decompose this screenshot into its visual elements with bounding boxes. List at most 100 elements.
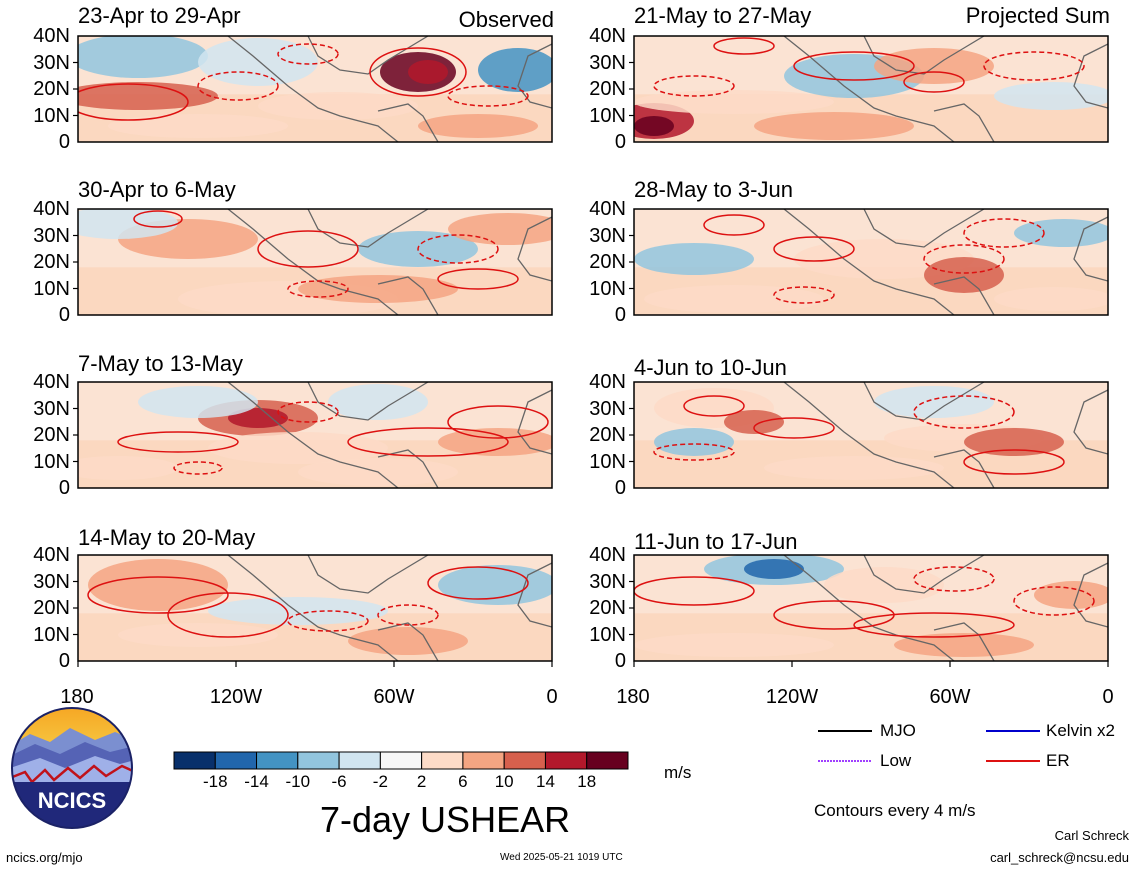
lat-label: 0 [614, 304, 626, 326]
colorbar-unit: m/s [664, 763, 692, 782]
map-panel-R0 [634, 36, 1108, 142]
colorbar-tick: 2 [416, 772, 427, 791]
lat-label: 20N [589, 597, 626, 619]
lat-label: 0 [58, 131, 70, 153]
panel-title-proj-3: 4-Jun to 10-Jun [634, 355, 787, 380]
map-panel-L2 [78, 382, 552, 488]
colorbar-segment [544, 751, 588, 770]
colorbar-tick: -18 [202, 772, 228, 791]
legend-low-label: Low [880, 751, 912, 770]
panel-title-proj-1: 21-May to 27-May [634, 3, 812, 28]
lat-label: 0 [614, 477, 626, 499]
line-legend [818, 730, 1040, 762]
lat-label: 40N [589, 25, 626, 47]
colorbar-tick: 6 [458, 772, 468, 791]
panel-title-obs-3: 7-May to 13-May [78, 351, 244, 376]
lat-label: 10N [33, 277, 70, 300]
lat-label: 30N [33, 224, 70, 247]
lat-label: 20N [33, 424, 70, 446]
colorbar-tick: -2 [372, 772, 388, 791]
observed-header: Observed [458, 7, 554, 32]
footer-email: carl_schreck@ncsu.edu [990, 850, 1129, 865]
lat-label: 30N [33, 570, 70, 593]
panel-title-proj-2: 28-May to 3-Jun [634, 177, 793, 202]
lon-label-left-180: 180 [60, 686, 94, 708]
panel-title-obs-1: 23-Apr to 29-Apr [78, 3, 241, 28]
map-panel-L0 [78, 36, 552, 142]
logo-text: NCICS [38, 788, 106, 813]
lat-label: 20N [33, 251, 70, 273]
lon-label-left-120w: 120W [209, 686, 263, 708]
colorbar-tick: 18 [577, 772, 597, 791]
lat-label: 30N [589, 397, 626, 420]
lat-label: 20N [589, 424, 626, 446]
lat-label: 30N [33, 51, 70, 74]
contour-note: Contours every 4 m/s [814, 801, 976, 820]
lat-label: 20N [589, 251, 626, 273]
lat-label: 10N [589, 623, 626, 646]
legend-er-label: ER [1046, 751, 1070, 770]
lat-label: 20N [589, 78, 626, 100]
lat-label: 40N [33, 198, 70, 220]
lat-label: 40N [33, 544, 70, 566]
lat-label: 30N [589, 224, 626, 247]
lon-label-left-60w: 60W [373, 686, 415, 708]
colorbar-segment [586, 751, 629, 770]
map-panel-R2 [634, 382, 1108, 488]
lat-label: 10N [33, 450, 70, 473]
ncics-logo: NCICS [11, 707, 133, 829]
lat-label: 40N [589, 198, 626, 220]
footer-timestamp: Wed 2025-05-21 1019 UTC [500, 852, 623, 863]
lat-label: 40N [33, 371, 70, 393]
lat-label: 10N [589, 277, 626, 300]
colorbar [173, 751, 629, 770]
projected-header: Projected Sum [965, 3, 1110, 28]
lon-label-left-0: 0 [546, 686, 558, 708]
colorbar-segment [214, 751, 258, 770]
colorbar-tick: -10 [285, 772, 311, 791]
colorbar-segment [338, 751, 381, 770]
footer-author: Carl Schreck [1054, 828, 1129, 843]
lat-label: 10N [33, 104, 70, 127]
colorbar-tick: -6 [331, 772, 347, 791]
lat-label: 40N [33, 25, 70, 47]
lat-label: 0 [58, 477, 70, 499]
lat-label: 40N [589, 544, 626, 566]
lat-label: 30N [589, 570, 626, 593]
lat-label: 0 [58, 650, 70, 672]
colorbar-tick: -14 [244, 772, 269, 791]
colorbar-segment [503, 751, 546, 770]
lat-label: 0 [614, 131, 626, 153]
lon-label-right-120w: 120W [765, 686, 819, 708]
lat-label: 40N [589, 371, 626, 393]
lat-label: 30N [33, 397, 70, 420]
lon-label-right-0: 0 [1102, 686, 1114, 708]
lat-label: 0 [614, 650, 626, 672]
lat-label: 10N [589, 104, 626, 127]
colorbar-segment [421, 751, 464, 770]
map-panels [73, 35, 1109, 667]
colorbar-segment [297, 751, 340, 770]
panel-title-proj-4: 11-Jun to 17-Jun [634, 529, 798, 554]
lat-label: 10N [589, 450, 626, 473]
panel-title-obs-2: 30-Apr to 6-May [78, 177, 236, 202]
legend-kelvin-label: Kelvin x2 [1046, 721, 1115, 740]
colorbar-segment [256, 751, 299, 770]
colorbar-segment [173, 751, 216, 770]
colorbar-segment [462, 751, 505, 770]
map-panel-R3 [634, 555, 1108, 661]
colorbar-segment [379, 751, 423, 770]
colorbar-tick: 10 [494, 772, 514, 791]
colorbar-tick: 14 [535, 772, 555, 791]
panel-title-obs-4: 14-May to 20-May [78, 525, 256, 550]
map-panel-R1 [634, 209, 1108, 315]
legend-mjo-label: MJO [880, 721, 916, 740]
lat-label: 20N [33, 78, 70, 100]
footer-url: ncics.org/mjo [6, 850, 83, 865]
map-panel-L3 [78, 555, 552, 661]
lon-label-right-60w: 60W [929, 686, 971, 708]
colorbar-title: 7-day USHEAR [320, 799, 571, 840]
lat-label: 20N [33, 597, 70, 619]
map-panel-L1 [78, 209, 552, 315]
